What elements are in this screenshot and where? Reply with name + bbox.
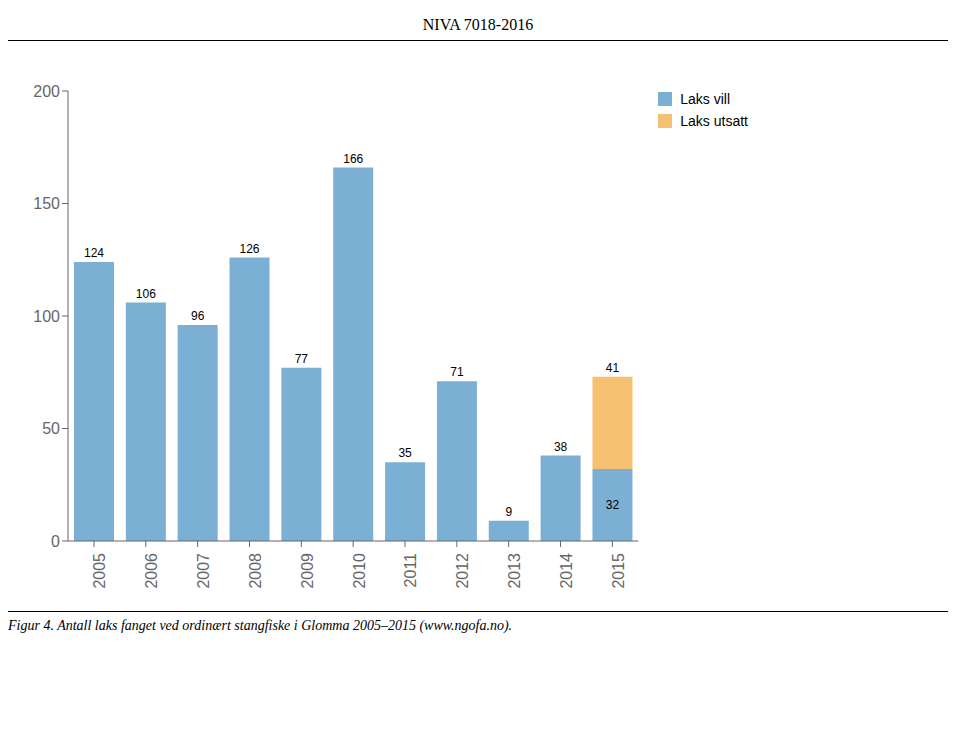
svg-text:2011: 2011 xyxy=(402,553,419,588)
svg-text:71: 71 xyxy=(450,365,464,379)
svg-text:0: 0 xyxy=(51,533,60,550)
svg-text:2013: 2013 xyxy=(506,553,523,589)
svg-text:50: 50 xyxy=(42,420,60,437)
svg-text:2014: 2014 xyxy=(558,553,575,589)
svg-text:2015: 2015 xyxy=(610,553,627,589)
svg-text:2009: 2009 xyxy=(299,553,316,589)
svg-text:200: 200 xyxy=(33,83,60,100)
svg-text:32: 32 xyxy=(606,498,620,512)
svg-text:166: 166 xyxy=(343,152,363,166)
svg-text:77: 77 xyxy=(295,352,309,366)
svg-text:2010: 2010 xyxy=(351,553,368,589)
svg-text:35: 35 xyxy=(398,446,412,460)
html-text:NIVA 7018-2016: NIVA 7018-2016 xyxy=(422,16,534,33)
svg-text:2008: 2008 xyxy=(247,553,264,589)
svg-text:96: 96 xyxy=(191,309,205,323)
svg-text:124: 124 xyxy=(84,246,104,260)
svg-text:106: 106 xyxy=(136,287,156,301)
html-text:Figur 4. Antall laks fanget ve: Figur 4. Antall laks fanget ved ordinært… xyxy=(8,618,513,633)
svg-text:100: 100 xyxy=(33,308,60,325)
svg-text:2007: 2007 xyxy=(195,553,212,589)
svg-text:2005: 2005 xyxy=(91,553,108,589)
svg-text:41: 41 xyxy=(606,361,620,375)
svg-text:9: 9 xyxy=(505,505,512,519)
svg-text:2006: 2006 xyxy=(143,553,160,589)
svg-text:150: 150 xyxy=(33,195,60,212)
svg-text:2012: 2012 xyxy=(454,553,471,589)
svg-text:126: 126 xyxy=(240,242,260,256)
svg-text:38: 38 xyxy=(554,440,568,454)
html-text:Laks utsatt: Laks utsatt xyxy=(680,113,748,129)
html-text:Laks vill: Laks vill xyxy=(680,91,731,107)
